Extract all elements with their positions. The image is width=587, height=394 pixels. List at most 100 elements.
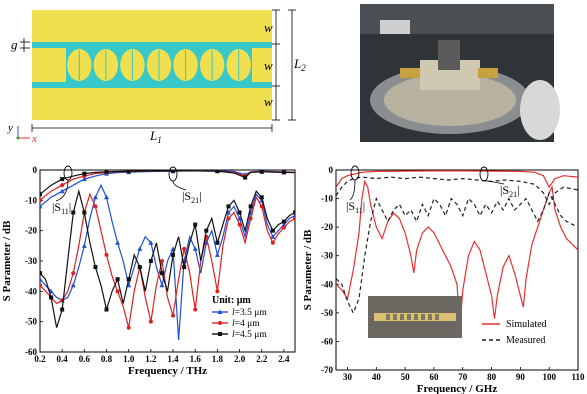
data-point-s11 — [40, 271, 42, 276]
data-point-s11 — [40, 283, 42, 288]
x-tick-label: 2.2 — [256, 354, 268, 364]
data-point-s11 — [115, 277, 120, 282]
annotation-label-sub: 21 — [191, 196, 199, 205]
data-point-s11 — [104, 307, 109, 312]
dimension-lines — [20, 9, 296, 132]
data-point-s21 — [40, 198, 42, 203]
y-tick-label: -40 — [321, 279, 333, 289]
y-tick-label: -50 — [321, 308, 333, 318]
legend-label: l=4 μm — [232, 319, 260, 329]
annotation-label-main: |S — [346, 199, 355, 213]
label-x-axis: x — [31, 133, 37, 145]
x-tick-label: 70 — [458, 372, 468, 382]
data-point-s11 — [70, 282, 76, 288]
annotation-label-sub: 11 — [355, 206, 363, 215]
x-tick-label: 60 — [429, 372, 439, 382]
y-tick-label: -60 — [321, 336, 333, 346]
annotation-label-end: | — [517, 183, 519, 197]
label-g: g — [11, 37, 18, 52]
inset-sample-cell — [421, 314, 425, 320]
y-tick-label: -60 — [25, 347, 37, 357]
annotation-label: |S11| — [52, 200, 71, 216]
x-tick-label: 100 — [542, 372, 556, 382]
data-point-s11 — [270, 240, 275, 245]
series-line-s11 — [40, 192, 295, 328]
data-point-s11 — [193, 307, 198, 312]
data-point-s11 — [182, 265, 187, 270]
data-point-s11 — [237, 216, 243, 221]
data-point-s11 — [171, 252, 176, 257]
y-tick-label: -50 — [25, 317, 37, 327]
data-point-s21 — [81, 176, 87, 182]
data-point-s11 — [126, 277, 131, 282]
x-tick-label: 80 — [487, 372, 497, 382]
data-point-s21 — [171, 170, 176, 173]
data-point-s11 — [93, 265, 98, 270]
annotation-label: |S11| — [346, 199, 365, 215]
series-line-s21 — [40, 170, 295, 207]
chart-thz-s-parameters: 0.2 0.4 0.6 0.8 1.0 1.2 1.4 1.6 1.8 2.0 2.2 2.4 0 -10… — [1, 165, 296, 377]
x-tick-label: 30 — [343, 372, 353, 382]
label-y-axis: y — [7, 122, 13, 134]
annotation-label-main: |S — [52, 200, 61, 214]
plot-area — [40, 170, 295, 340]
data-point-s11 — [226, 204, 231, 209]
annotation-circle — [479, 166, 489, 182]
x-tick-label: 2.0 — [234, 354, 246, 364]
legend-label-value: =3.5 μm — [235, 308, 268, 318]
legend-marker — [218, 332, 222, 336]
coordinate-axes-icon — [16, 126, 30, 140]
x-tick-label: 1.4 — [167, 354, 179, 364]
legend-label-var: l — [232, 330, 235, 340]
data-point-s11 — [270, 234, 276, 239]
inset-sample-cell — [407, 314, 411, 320]
chart-ghz-s-parameters: 30 40 50 60 70 80 90 100 110 0 -10 -20 -30 -40 -50 -60 -… — [302, 165, 585, 394]
x-tick-label: 0.6 — [79, 354, 91, 364]
data-point-s11 — [237, 210, 242, 215]
y-tick-label: 0 — [329, 165, 334, 175]
data-point-s11 — [71, 271, 76, 276]
data-point-s21 — [59, 188, 65, 194]
label-w-top: w — [264, 20, 273, 35]
x-axis-label: Frequency / THz — [128, 365, 207, 377]
annotation-label: |S21| — [182, 189, 201, 205]
data-point-s11 — [159, 282, 165, 288]
x-axis-label: Frequency / GHz — [417, 383, 498, 394]
y-tick-label: -30 — [321, 251, 333, 261]
data-point-s11 — [193, 222, 198, 227]
data-point-s21 — [60, 177, 65, 182]
legend-label-var: l — [232, 319, 235, 329]
x-tick-label: 40 — [372, 372, 382, 382]
annotation-label-sub: 21 — [509, 190, 517, 199]
series-line-s11 — [336, 191, 578, 315]
y-tick-label: -30 — [25, 256, 37, 266]
annotation-arrow — [483, 180, 505, 185]
data-point-s11 — [148, 319, 153, 324]
legend-label-var: l — [232, 308, 235, 318]
data-point-s11 — [225, 209, 231, 215]
data-point-s11 — [81, 243, 87, 248]
data-point-s11 — [204, 228, 209, 233]
annotation-label-end: | — [69, 200, 71, 214]
x-tick-label: 50 — [401, 372, 411, 382]
data-point-s11 — [71, 210, 76, 215]
inset-sample-cell — [400, 314, 404, 320]
label-w-mid: w — [264, 58, 273, 73]
gap-line-bottom — [32, 82, 272, 88]
data-point-s11 — [192, 246, 198, 251]
data-point-s11 — [281, 225, 286, 230]
annotation-arrow — [172, 180, 187, 191]
data-point-s11 — [248, 204, 253, 209]
y-axis-label: S Parameter / dB — [1, 220, 13, 301]
gap-line-top — [32, 42, 272, 48]
data-point-s21 — [82, 171, 87, 176]
data-point-s11 — [60, 307, 65, 312]
data-point-s11 — [137, 246, 143, 251]
data-point-s11 — [115, 289, 120, 294]
inset-sample-cell — [414, 314, 418, 320]
y-tick-label: -10 — [25, 195, 37, 205]
data-point-s11 — [215, 240, 220, 245]
annotation-label-main: |S — [182, 189, 191, 203]
series-line-s21 — [336, 176, 578, 206]
